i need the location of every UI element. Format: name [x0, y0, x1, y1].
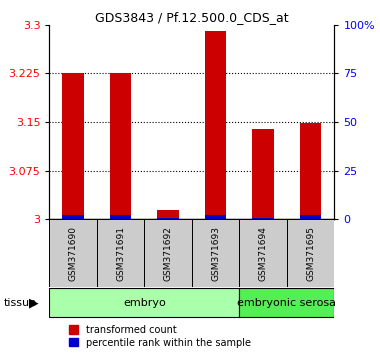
Text: GSM371695: GSM371695 [306, 225, 315, 281]
Bar [300, 215, 321, 219]
Legend: transformed count, percentile rank within the sample: transformed count, percentile rank withi… [68, 325, 251, 348]
Bar [49, 219, 97, 287]
Bar [205, 31, 226, 219]
Text: GSM371694: GSM371694 [259, 225, 268, 281]
Text: GSM371692: GSM371692 [164, 225, 173, 281]
Bar [205, 215, 226, 219]
Bar [252, 129, 274, 219]
Bar [110, 215, 131, 219]
Bar [97, 219, 144, 287]
Bar [144, 219, 192, 287]
Bar [49, 288, 239, 317]
Text: GSM371690: GSM371690 [69, 225, 78, 281]
Bar [239, 219, 287, 287]
Text: embryo: embryo [123, 298, 166, 308]
Text: GSM371693: GSM371693 [211, 225, 220, 281]
Bar [239, 288, 334, 317]
Bar [157, 217, 179, 219]
Bar [192, 219, 239, 287]
Text: tissue: tissue [4, 298, 37, 308]
Text: ▶: ▶ [28, 296, 38, 309]
Text: GSM371691: GSM371691 [116, 225, 125, 281]
Title: GDS3843 / Pf.12.500.0_CDS_at: GDS3843 / Pf.12.500.0_CDS_at [95, 11, 289, 24]
Bar [287, 219, 334, 287]
Bar [62, 73, 84, 219]
Bar [62, 215, 84, 219]
Bar [300, 124, 321, 219]
Bar [252, 217, 274, 219]
Bar [110, 73, 131, 219]
Text: embryonic serosa: embryonic serosa [238, 298, 336, 308]
Bar [157, 210, 179, 219]
